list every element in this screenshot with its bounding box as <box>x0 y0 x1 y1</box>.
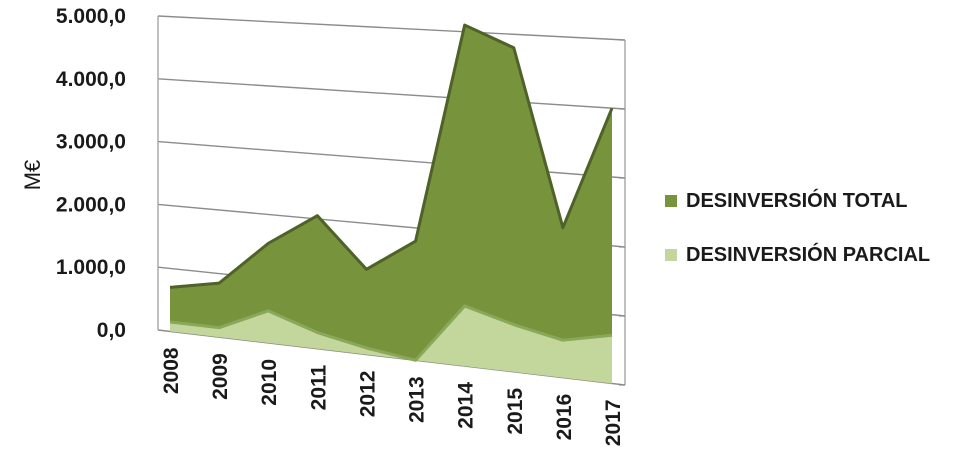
y-tick-label: 2.000,0 <box>56 193 126 216</box>
legend-item-total: DESINVERSIÓN TOTAL <box>665 187 930 215</box>
x-tick-label: 2014 <box>455 382 478 429</box>
legend-label-total: DESINVERSIÓN TOTAL <box>686 189 908 212</box>
x-tick-label: 2010 <box>258 359 281 406</box>
x-tick-label: 2015 <box>504 388 527 435</box>
legend-label-parcial: DESINVERSIÓN PARCIAL <box>686 243 931 266</box>
y-tick-label: 0,0 <box>97 319 126 342</box>
gridline <box>157 15 626 41</box>
area-parcial <box>170 305 612 384</box>
ridge-parcial <box>169 304 613 362</box>
legend: DESINVERSIÓN TOTAL DESINVERSIÓN PARCIAL <box>665 187 930 295</box>
x-tick-label: 2016 <box>553 394 576 441</box>
gridline <box>157 140 626 179</box>
y-tick-label: 1.000,0 <box>56 256 126 279</box>
x-tick-label: 2011 <box>307 364 330 410</box>
y-tick-label: 5.000,0 <box>56 5 126 28</box>
y-axis-title: M€ <box>20 160 45 191</box>
y-tick-label: 4.000,0 <box>56 68 126 91</box>
x-tick-label: 2008 <box>160 347 183 394</box>
x-tick-label: 2013 <box>406 376 429 423</box>
x-tick-label: 2012 <box>356 371 379 418</box>
area-total <box>170 25 612 384</box>
x-tick-label: 2017 <box>602 399 625 446</box>
x-tick-label: 2009 <box>209 353 232 400</box>
legend-swatch-parcial <box>665 249 677 261</box>
legend-item-parcial: DESINVERSIÓN PARCIAL <box>665 241 930 269</box>
y-tick-label: 3.000,0 <box>56 131 126 154</box>
legend-swatch-total <box>665 195 677 207</box>
ridge-total <box>169 23 614 289</box>
gridline <box>157 78 626 110</box>
